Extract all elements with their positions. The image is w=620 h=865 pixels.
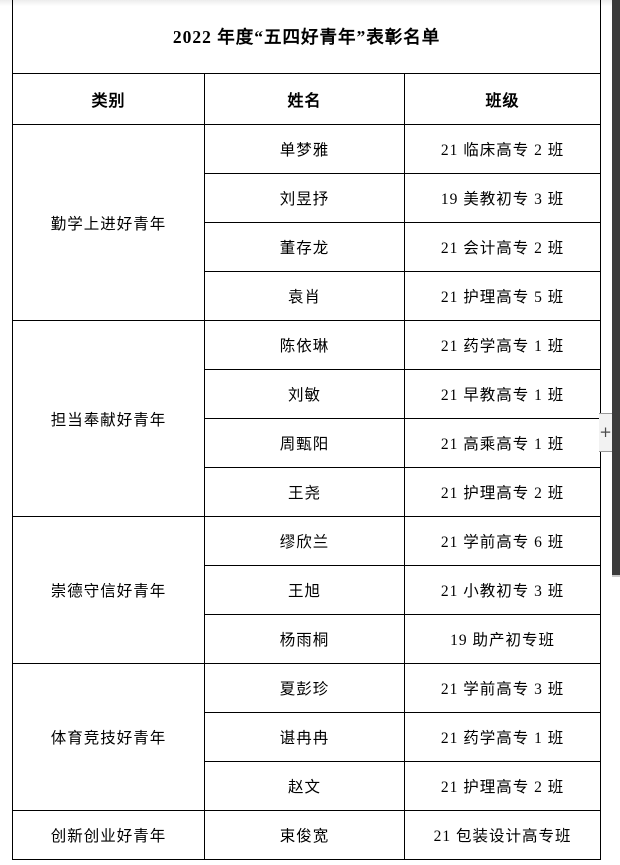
name-cell: 董存龙 <box>204 222 405 272</box>
name-cell: 陈依琳 <box>204 320 405 370</box>
name-cell: 缪欣兰 <box>204 516 405 566</box>
name-cell: 王旭 <box>204 565 405 615</box>
table-row: 杨雨桐 19 助产初专班 <box>13 614 602 664</box>
name-cell: 杨雨桐 <box>204 614 405 664</box>
name-cell: 周甄阳 <box>204 418 405 468</box>
table-header-row: 类别 姓名 班级 <box>12 73 602 125</box>
table-row: 袁肖 21 护理高专 5 班 <box>13 271 602 321</box>
name-cell: 束俊宽 <box>204 810 405 860</box>
class-cell: 21 高乘高专 1 班 <box>403 418 602 468</box>
table-row: 赵文 21 护理高专 2 班 <box>13 761 602 811</box>
column-header-name: 姓名 <box>204 73 405 125</box>
class-cell: 21 药学高专 1 班 <box>403 320 602 370</box>
class-cell: 19 助产初专班 <box>403 614 602 664</box>
name-cell: 谌冉冉 <box>204 712 405 762</box>
plus-icon: + <box>599 423 612 441</box>
class-cell: 21 护理高专 2 班 <box>403 467 602 517</box>
scrollbar-thumb[interactable] <box>612 0 620 577</box>
table-row: 董存龙 21 会计高专 2 班 <box>13 222 602 272</box>
table-row: 王旭 21 小教初专 3 班 <box>13 565 602 615</box>
name-cell: 王尧 <box>204 467 405 517</box>
page-title: 2022 年度“五四好青年”表彰名单 <box>11 0 602 74</box>
category-cell: 勤学上进好青年 <box>12 124 205 321</box>
table-row: 周甄阳 21 高乘高专 1 班 <box>13 418 602 468</box>
class-cell: 21 早教高专 1 班 <box>403 369 602 419</box>
table-row: 体育竞技好青年 夏彭珍 21 学前高专 3 班 <box>12 663 602 811</box>
table-row: 崇德守信好青年 缪欣兰 21 学前高专 6 班 <box>12 516 602 664</box>
name-cell: 刘敏 <box>204 369 405 419</box>
category-cell: 崇德守信好青年 <box>12 516 205 664</box>
class-cell: 21 临床高专 2 班 <box>403 124 602 174</box>
name-cell: 赵文 <box>204 761 405 811</box>
class-cell: 21 学前高专 6 班 <box>403 516 602 566</box>
name-cell: 袁肖 <box>204 271 405 321</box>
column-header-category: 类别 <box>12 73 205 125</box>
class-cell: 21 护理高专 2 班 <box>403 761 602 811</box>
category-cell: 担当奉献好青年 <box>12 320 205 517</box>
name-cell: 刘昱抒 <box>204 173 405 223</box>
class-cell: 21 会计高专 2 班 <box>403 222 602 272</box>
table-row: 创新创业好青年 束俊宽 21 包装设计高专班 <box>12 810 602 860</box>
category-cell: 创新创业好青年 <box>12 810 205 860</box>
table-row: 刘昱抒 19 美教初专 3 班 <box>13 173 602 223</box>
column-header-class: 班级 <box>403 73 602 125</box>
class-cell: 19 美教初专 3 班 <box>403 173 602 223</box>
name-cell: 夏彭珍 <box>204 663 405 713</box>
class-cell: 21 小教初专 3 班 <box>403 565 602 615</box>
name-cell: 单梦雅 <box>204 124 405 174</box>
class-cell: 21 包装设计高专班 <box>403 810 602 860</box>
table-row: 担当奉献好青年 陈依琳 21 药学高专 1 班 <box>12 320 602 517</box>
zoom-in-button[interactable]: + <box>599 413 612 452</box>
award-table: 2022 年度“五四好青年”表彰名单 类别 姓名 班级 勤学上进好青年 单梦雅 … <box>11 0 602 860</box>
table-row: 刘敏 21 早教高专 1 班 <box>13 369 602 419</box>
class-cell: 21 护理高专 5 班 <box>403 271 602 321</box>
class-cell: 21 学前高专 3 班 <box>403 663 602 713</box>
table-title-row: 2022 年度“五四好青年”表彰名单 <box>11 0 602 74</box>
class-cell: 21 药学高专 1 班 <box>403 712 602 762</box>
table-row: 王尧 21 护理高专 2 班 <box>13 467 602 517</box>
category-cell: 体育竞技好青年 <box>12 663 205 811</box>
table-row: 勤学上进好青年 单梦雅 21 临床高专 2 班 <box>12 124 602 321</box>
